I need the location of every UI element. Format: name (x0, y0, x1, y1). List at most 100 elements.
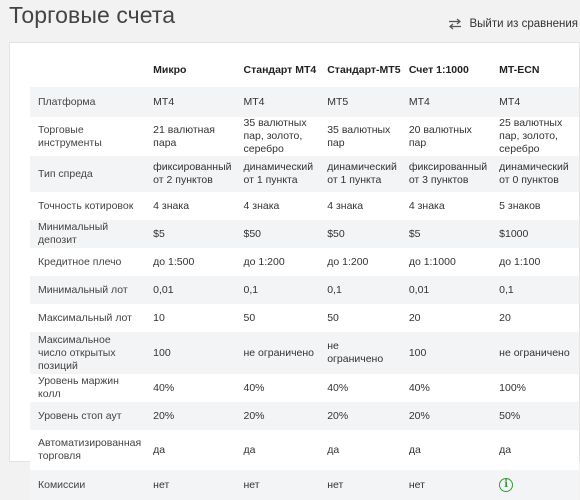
column-header: MT-ECN (499, 64, 540, 76)
table-cell: $5 (408, 227, 421, 240)
row-label: Максимальное число открытых позиций (38, 333, 116, 372)
row-label: Минимальный лот (38, 283, 128, 296)
table-cell: MT4 (408, 95, 430, 108)
table-cell: да (408, 443, 421, 456)
table-cell: $5 (153, 227, 165, 240)
table-cell: i (491, 470, 579, 500)
column-header: Стандарт-МТ5 (327, 64, 401, 76)
table-cell: динамический от 1 пункта (327, 161, 397, 186)
exit-compare-button[interactable]: Выйти из сравнения (448, 18, 578, 30)
table-cell: 4 знака (153, 199, 190, 212)
table-cell: 20% (327, 409, 349, 422)
table-cell: до 1:100 (499, 255, 541, 268)
row-label: Максимальный лот (38, 311, 132, 324)
table-cell: 0,01 (408, 283, 430, 296)
table-cell: 21 валютная пара (153, 123, 215, 149)
table-cell: 20% (408, 409, 430, 422)
table-cell: фиксированный от 2 пунктов (153, 161, 232, 186)
table-cell: 10 (153, 311, 165, 324)
column-header: Стандарт МТ4 (243, 64, 317, 76)
table-cell: не ограничено (499, 346, 570, 359)
row-label: Автоматизированная торговля (38, 437, 142, 462)
table-cell: 40% (243, 381, 265, 394)
table-cell: 100 (408, 346, 427, 359)
table-cell: не ограничено (327, 340, 384, 365)
table-cell: 0,1 (327, 283, 342, 296)
row-label: Тип спреда (38, 167, 93, 180)
table-cell: 20 валютных пар (408, 123, 472, 149)
table-row: Уровень стоп аут 20% 20% 20% 20% 50% (30, 402, 579, 430)
table-cell: да (153, 443, 166, 456)
table-cell: до 1:200 (243, 255, 285, 268)
table-cell: динамический от 0 пунктов (499, 161, 569, 186)
row-label: Комиссии (38, 478, 86, 491)
table-cell: да (499, 443, 512, 456)
table-cell: $50 (327, 227, 345, 240)
table-cell: нет (153, 478, 170, 491)
table-row: Максимальный лот 10 50 50 20 20 (30, 304, 579, 332)
table-cell: да (327, 443, 340, 456)
swap-arrows-icon (448, 18, 462, 30)
table-row: Уровень маржин колл 40% 40% 40% 40% 100% (30, 374, 579, 402)
row-label: Торговые инструменты (38, 123, 102, 149)
table-row: Кредитное плечо до 1:500 до 1:200 до 1:200 д… (30, 248, 579, 276)
comparison-card: Микро Стандарт МТ4 Стандарт-МТ5 Счет 1:1000… (9, 42, 580, 500)
table-cell: 50 (243, 311, 256, 324)
table-row: Тип спреда фиксированный от 2 пунктов дина… (30, 156, 579, 192)
table-cell: 4 знака (408, 199, 445, 212)
table-cell: да (243, 443, 256, 456)
table-cell: 4 знака (243, 199, 280, 212)
table-cell: 40% (153, 381, 175, 394)
table-cell: MT5 (327, 95, 349, 108)
table-cell: нет (327, 478, 344, 491)
table-cell: MT4 (153, 95, 175, 108)
table-cell: 50% (499, 409, 521, 422)
table-cell: 20 (408, 311, 421, 324)
table-cell: 35 валютных пар (327, 123, 391, 149)
row-label: Точность котировок (38, 199, 134, 212)
row-label: Уровень маржин колл (38, 375, 119, 400)
column-header: Микро (153, 64, 187, 76)
column-header-empty (30, 54, 145, 87)
table-cell: 20% (243, 409, 265, 422)
page-title: Торговые счета (9, 2, 176, 28)
table-row: Минимальный депозит $5 $50 $50 $5 $1000 (30, 220, 579, 248)
table-cell: до 1:1000 (408, 255, 456, 268)
accounts-comparison-table: Микро Стандарт МТ4 Стандарт-МТ5 Счет 1:1000… (30, 54, 579, 500)
table-cell: $50 (243, 227, 262, 240)
table-header-row: Микро Стандарт МТ4 Стандарт-МТ5 Счет 1:1000… (30, 54, 579, 87)
table-cell: 20% (153, 409, 175, 422)
table-cell: фиксированный от 3 пунктов (408, 161, 488, 186)
table-cell: 40% (327, 381, 349, 394)
table-row: Максимальное число открытых позиций 100 не… (30, 332, 579, 374)
table-cell: не ограничено (243, 346, 315, 359)
table-cell: 50 (327, 311, 339, 324)
row-label: Платформа (38, 95, 96, 108)
table-cell: $1000 (499, 227, 529, 240)
table-cell: нет (408, 478, 425, 491)
row-label: Кредитное плечо (38, 255, 122, 268)
table-cell: до 1:500 (153, 255, 195, 268)
table-row: Комиссии нет нет нет нет i (30, 470, 579, 500)
table-row: Торговые инструменты 21 валютная пара 35 в… (30, 117, 579, 156)
table-cell: 100% (499, 381, 527, 394)
table-row: Автоматизированная торговля да да да да да (30, 430, 579, 470)
table-cell: 20 (499, 311, 511, 324)
table-cell: до 1:200 (327, 255, 369, 268)
table-cell: 40% (408, 381, 430, 394)
row-label: Минимальный депозит (38, 221, 109, 246)
table-cell: 4 знака (327, 199, 364, 212)
table-cell: динамический от 1 пункта (243, 161, 314, 186)
table-cell: 25 валютных пар, золото, серебро (499, 117, 563, 155)
table-cell: 100 (153, 346, 171, 359)
table-cell: 0,01 (153, 283, 174, 296)
table-row: Платформа MT4 MT4 MT5 MT4 MT4 (30, 87, 579, 117)
table-cell: нет (243, 478, 260, 491)
table-row: Минимальный лот 0,01 0,1 0,1 0,01 0,1 (30, 276, 579, 304)
table-cell: 0,1 (243, 283, 259, 296)
table-cell: MT4 (243, 95, 265, 108)
table-body: Платформа MT4 MT4 MT5 MT4 MT4 Торговые инструм… (30, 87, 579, 500)
column-header: Счет 1:1000 (408, 64, 469, 76)
info-icon[interactable]: i (499, 478, 514, 492)
row-label: Уровень стоп аут (38, 409, 122, 422)
